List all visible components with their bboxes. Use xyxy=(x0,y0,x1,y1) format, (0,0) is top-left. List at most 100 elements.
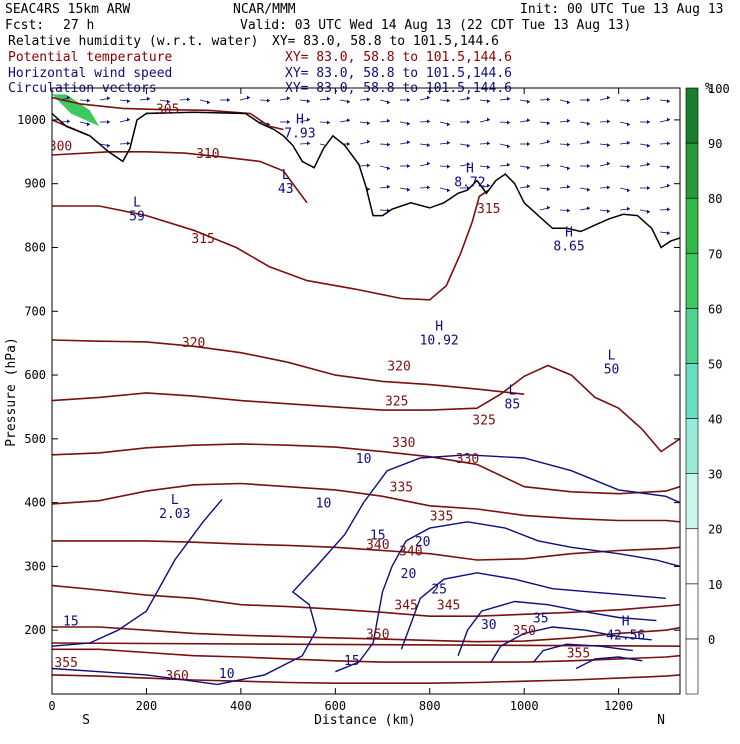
vector-arrowhead xyxy=(447,140,450,145)
vector-arrowhead xyxy=(547,187,550,192)
vector-arrowhead xyxy=(407,164,410,168)
vector-arrowhead xyxy=(387,100,390,105)
extremum-H: H xyxy=(296,112,304,127)
extremum-H: H xyxy=(466,161,474,176)
vector-arrowhead xyxy=(627,140,630,145)
vector-arrowhead xyxy=(667,231,670,236)
colorbar-segment-90 xyxy=(685,142,699,199)
y-tick-label: 400 xyxy=(24,496,46,510)
vector-arrowhead xyxy=(487,165,490,170)
vector-arrowhead xyxy=(627,188,630,193)
theta-label: 340 xyxy=(399,544,422,559)
vector-arrowhead xyxy=(547,163,550,168)
colorbar-segment-80 xyxy=(685,197,699,254)
vector-arrowhead xyxy=(627,206,630,211)
vector-arrowhead xyxy=(67,119,70,124)
vector-arrowhead xyxy=(507,96,510,101)
extremum-value: 8.65 xyxy=(553,239,584,254)
vector-arrowhead xyxy=(527,184,530,189)
extremum-value: 7.93 xyxy=(284,126,315,141)
theta-label: 345 xyxy=(437,599,460,614)
colorbar-tick-label: 40 xyxy=(708,413,722,427)
theta-label: 325 xyxy=(385,395,408,410)
wind-label: 35 xyxy=(533,611,549,626)
extremum-L: L xyxy=(282,168,290,183)
vector-arrowhead xyxy=(567,184,570,189)
colorbar-tick-label: 20 xyxy=(708,523,722,537)
vector-arrowhead xyxy=(307,117,310,122)
theta-label: 335 xyxy=(390,481,413,496)
wind-contour-35 xyxy=(533,643,633,663)
theta-label: 330 xyxy=(392,436,415,451)
field-name-theta: Potential temperature xyxy=(8,50,173,65)
theta-label: 360 xyxy=(165,669,188,684)
vector-arrowhead xyxy=(527,99,530,104)
vector-arrowhead xyxy=(167,99,170,104)
vector-arrowhead xyxy=(607,143,610,148)
y-axis-label: Pressure (hPa) xyxy=(4,337,19,447)
vector-arrowhead xyxy=(487,141,490,146)
vector-arrowhead xyxy=(647,209,650,214)
vector-arrowhead xyxy=(547,121,550,126)
wind-label: 10 xyxy=(219,667,235,682)
vector-arrowhead xyxy=(587,187,590,192)
colorbar-segment-50 xyxy=(685,363,699,419)
vector-arrowhead xyxy=(487,117,490,122)
plot-area: 3003053103153153203203253253303303353353… xyxy=(17,87,681,713)
vector-arrowhead xyxy=(667,165,670,170)
colorbar-segment-30 xyxy=(685,473,699,530)
colorbar-tick-label: 90 xyxy=(708,137,722,151)
theta-label: 305 xyxy=(156,102,179,117)
vector-arrowhead xyxy=(367,121,370,126)
header-center: NCAR/MMM xyxy=(233,2,296,17)
colorbar-tick-label: 10 xyxy=(708,578,722,592)
header-init: Init: 00 UTC Tue 13 Aug 13 xyxy=(520,2,724,17)
extremum-L: L xyxy=(171,493,179,508)
vector-arrowhead xyxy=(447,122,450,127)
y-tick-label: 300 xyxy=(24,559,46,573)
colorbar-segment-100 xyxy=(685,87,699,144)
vector-arrowhead xyxy=(307,99,310,104)
vector-arrowhead xyxy=(367,97,370,102)
theta-label: 320 xyxy=(387,359,410,374)
extremum-L: L xyxy=(133,195,141,210)
colorbar-segment-70 xyxy=(685,252,699,309)
extremum-L: L xyxy=(608,348,616,363)
colorbar-segment-0 xyxy=(685,638,699,695)
vector-arrowhead xyxy=(347,142,350,146)
theta-label: 320 xyxy=(182,336,205,351)
extremum-value: 50 xyxy=(604,362,620,377)
vector-arrowhead xyxy=(407,187,410,192)
theta-label: 300 xyxy=(49,139,72,154)
vector-arrowhead xyxy=(107,120,110,124)
wind-contour-15 xyxy=(52,498,223,647)
wind-contour-8 xyxy=(575,656,643,670)
theta-contour-305 xyxy=(52,96,284,131)
theta-label: 310 xyxy=(196,147,219,162)
colorbar-tick-label: 100 xyxy=(708,82,730,96)
vector-arrowhead xyxy=(467,120,470,124)
vector-arrowhead xyxy=(667,183,670,188)
wind-contour-15 xyxy=(335,521,680,673)
wind-label: 10 xyxy=(316,497,332,512)
vector-arrowhead xyxy=(387,142,390,147)
theta-contour-335 xyxy=(52,482,680,523)
colorbar-segment-40 xyxy=(685,418,699,474)
theta-contour-320 xyxy=(52,339,525,395)
vector-arrowhead xyxy=(567,166,570,171)
vector-arrowhead xyxy=(547,139,550,144)
colorbar-segment-20 xyxy=(685,528,699,585)
end-label-north: N xyxy=(657,713,665,728)
theta-contour-345 xyxy=(52,584,680,618)
vector-arrowhead xyxy=(627,98,630,103)
vector-arrowhead xyxy=(147,96,150,101)
extremum-H: H xyxy=(565,225,573,240)
vector-arrowhead xyxy=(547,97,550,102)
vector-arrowhead xyxy=(367,187,370,192)
vector-arrowhead xyxy=(667,207,670,212)
theta-contour-13 xyxy=(52,642,680,648)
colorbar-tick-label: 60 xyxy=(708,302,722,316)
theta-label: 355 xyxy=(567,647,590,662)
vector-arrowhead xyxy=(387,118,390,123)
header-fcst-value: 27 h xyxy=(63,18,94,33)
